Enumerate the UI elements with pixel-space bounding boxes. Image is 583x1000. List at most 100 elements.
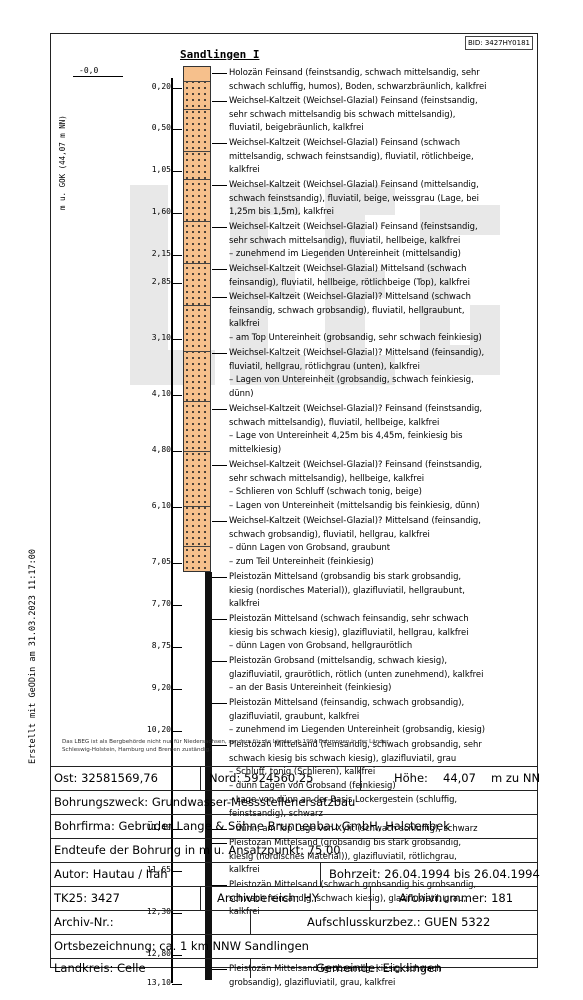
depth-label: 1,60 — [151, 207, 171, 216]
depth-label: 6,10 — [151, 501, 171, 510]
depth-tick — [172, 451, 182, 452]
depth-tick — [172, 88, 182, 89]
depth-tick — [172, 213, 182, 214]
info-row-district: Landkreis: Celle Gemeinde: Eicklingen — [50, 958, 538, 978]
depth-tick — [172, 913, 182, 914]
layer-description: Weichsel-Kaltzeit (Weichsel-Glazial)? Mi… — [229, 347, 485, 399]
row-divider — [200, 887, 201, 910]
creation-timestamp: Erstellt mit GeODin am 31.03.2023 11:17:… — [28, 549, 38, 764]
layer-boundary — [184, 305, 210, 306]
layer-boundary — [184, 351, 210, 352]
info-row-company: Bohrfirma: Gebrüder Lange & Söhne Brunne… — [50, 814, 538, 838]
layer-description: Weichsel-Kaltzeit (Weichsel-Glazial)? Mi… — [229, 515, 481, 567]
description-connector — [212, 661, 227, 662]
depth-label: 7,70 — [151, 599, 171, 608]
bohrzeit-field: Bohrzeit: 26.04.1994 bis 26.04.1994 — [329, 867, 540, 881]
depth-tick — [172, 647, 182, 648]
autor-field: Autor: Hautau / Ifah — [54, 867, 168, 881]
humus-layer — [184, 67, 210, 81]
depth-label: 2,15 — [151, 249, 171, 258]
depth-label: 1,05 — [151, 165, 171, 174]
layer-boundary — [184, 179, 210, 180]
depth-tick — [172, 984, 182, 985]
depth-label: 0,20 — [151, 82, 171, 91]
row-divider — [250, 959, 251, 978]
layer-boundary — [184, 109, 210, 110]
layer-description: Weichsel-Kaltzeit (Weichsel-Glazial) Mit… — [229, 263, 470, 287]
description-connector — [212, 227, 227, 228]
layer-boundary — [184, 151, 210, 152]
layer-description: Weichsel-Kaltzeit (Weichsel-Glazial) Fei… — [229, 221, 478, 259]
description-connector — [212, 745, 227, 746]
info-row-depth: Endteufe der Bohrung in m u. Ansatzpunkt… — [50, 838, 538, 862]
description-connector — [212, 73, 227, 74]
kurzbez-field: Aufschlusskurzbez.: GUEN 5322 — [307, 915, 491, 929]
layer-description: Weichsel-Kaltzeit (Weichsel-Glazial) Fei… — [229, 137, 474, 175]
info-row-archive: Archiv-Nr.: Aufschlusskurzbez.: GUEN 532… — [50, 910, 538, 934]
layer-boundary — [184, 506, 210, 507]
layer-description: Weichsel-Kaltzeit (Weichsel-Glazial)? Fe… — [229, 459, 483, 511]
ortsbezeichnung-field: Ortsbezeichnung: ca. 1 km NNW Sandlingen — [54, 939, 309, 953]
description-connector — [212, 101, 227, 102]
archivbereich-field: Archivbereich: HY — [217, 891, 319, 905]
depth-label: 7,05 — [151, 557, 171, 566]
description-connector — [212, 409, 227, 410]
layer-description: Weichsel-Kaltzeit (Weichsel-Glazial) Fei… — [229, 179, 479, 217]
description-connector — [212, 619, 227, 620]
info-row-coordinates: Ost: 32581569,76 Nord: 5924560,25 Höhe: … — [50, 766, 540, 790]
depth-tick — [172, 563, 182, 564]
depth-label: 11,40 — [146, 823, 171, 832]
row-divider — [370, 887, 371, 910]
layer-description: Holozän Feinsand (feinstsandig, schwach … — [229, 67, 487, 91]
depth-label: 4,80 — [151, 445, 171, 454]
info-row-purpose: Bohrungszweck: Grundwasser-Messstellener… — [50, 790, 538, 814]
description-connector — [212, 297, 227, 298]
nord-field: Nord: 5924560,25 — [209, 771, 314, 785]
depth-tick — [172, 955, 182, 956]
depth-label: 2,85 — [151, 277, 171, 286]
depth-axis-line — [171, 78, 173, 983]
layer-description: Pleistozän Mittelsand (grobsandig bis st… — [229, 571, 465, 609]
log-title: Sandlingen I — [180, 48, 260, 61]
layer-boundary — [184, 401, 210, 402]
info-row-location: Ortsbezeichnung: ca. 1 km NNW Sandlingen — [50, 934, 538, 958]
depth-label: 10,20 — [146, 725, 171, 734]
hoehe-label: Höhe: — [394, 771, 428, 785]
lithology-column — [183, 66, 211, 572]
depth-tick — [172, 339, 182, 340]
layer-description: Pleistozän Mittelsand (schwach feinsandi… — [229, 613, 469, 651]
description-connector — [212, 969, 227, 970]
info-row-author: Autor: Hautau / Ifah Bohrzeit: 26.04.199… — [50, 862, 540, 886]
depth-label: 0,50 — [151, 123, 171, 132]
depth-tick — [172, 255, 182, 256]
landkreis-field: Landkreis: Celle — [54, 961, 146, 975]
depth-tick — [172, 829, 182, 830]
depth-label: 9,20 — [151, 683, 171, 692]
layer-description: Weichsel-Kaltzeit (Weichsel-Glazial) Fei… — [229, 95, 478, 133]
depth-axis-label: m u. GOK (44,07 m NN) — [58, 115, 67, 210]
depth-tick — [172, 171, 182, 172]
depth-tick — [172, 507, 182, 508]
depth-label: 13,10 — [146, 978, 171, 987]
description-connector — [212, 843, 227, 844]
layer-description: Pleistozän Mittelsand (feinsandig, schwa… — [229, 739, 482, 818]
tk25-field: TK25: 3427 — [54, 891, 120, 905]
depth-label: 12,30 — [146, 907, 171, 916]
description-connector — [212, 885, 227, 886]
depth-tick — [172, 689, 182, 690]
description-connector — [212, 143, 227, 144]
log-frame — [50, 33, 538, 968]
depth-tick — [172, 129, 182, 130]
info-row-tk25: TK25: 3427 Archivbereich: HY Archivnumme… — [50, 886, 538, 910]
layer-boundary — [184, 451, 210, 452]
description-connector — [212, 829, 227, 830]
endteufe-field: Endteufe der Bohrung in m u. Ansatzpunkt… — [54, 843, 341, 857]
depth-tick — [172, 605, 182, 606]
row-divider — [360, 767, 361, 790]
depth-label: 8,75 — [151, 641, 171, 650]
top-depth-label: -0,0 — [79, 66, 99, 75]
depth-label: 11,65 — [146, 865, 171, 874]
lower-section-bar — [205, 572, 212, 980]
layer-boundary — [184, 263, 210, 264]
bohrfirma-field: Bohrfirma: Gebrüder Lange & Söhne Brunne… — [54, 819, 450, 833]
